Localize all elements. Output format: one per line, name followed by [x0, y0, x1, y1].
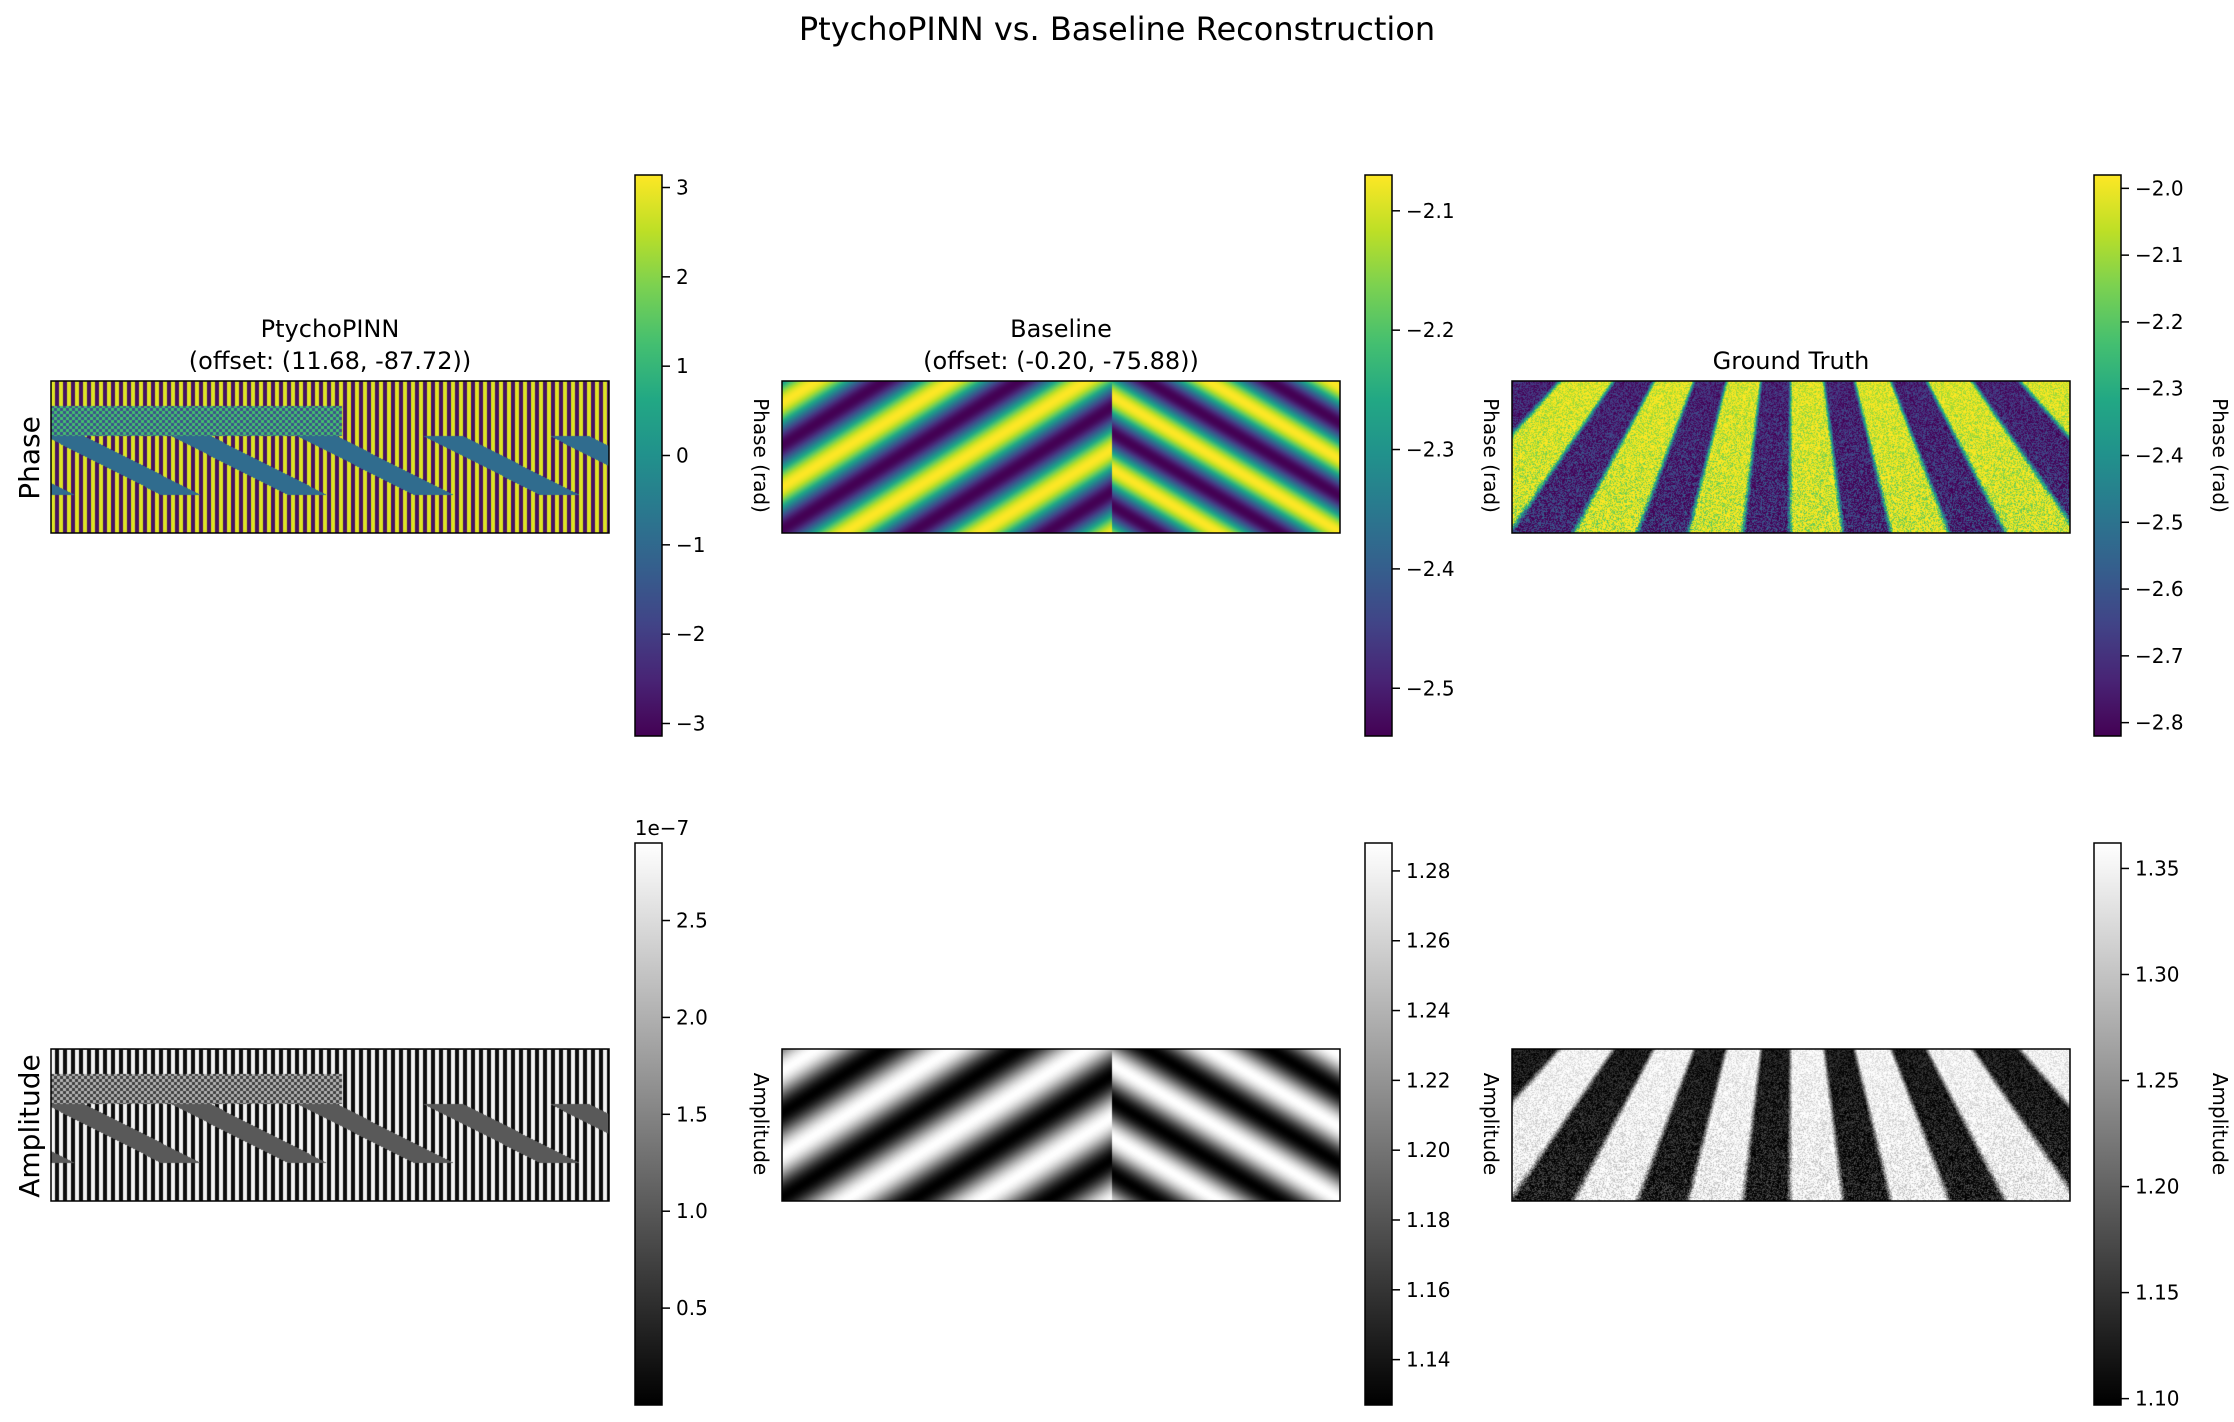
colorbar — [1364, 174, 1393, 737]
colorbar-tick-label: 1 — [676, 354, 689, 378]
colorbar-tick-label: −1 — [676, 533, 705, 557]
panel-title: Baseline — [1010, 315, 1112, 343]
colorbar-tick-label: 1.14 — [1406, 1348, 1451, 1372]
heatmap-image — [51, 381, 609, 533]
colorbar-tick-label: 1.5 — [676, 1102, 708, 1126]
colorbar-tick-label: −3 — [676, 711, 705, 735]
colorbar-tick-label: 1.10 — [2135, 1387, 2180, 1411]
colorbar-tick-label: 0.5 — [676, 1296, 708, 1320]
heatmap-image — [1512, 1049, 2070, 1201]
colorbar-tick-label: 1.22 — [1406, 1068, 1451, 1092]
heatmap-frame — [1511, 1048, 2071, 1202]
colorbar-tick-label: 3 — [676, 176, 689, 200]
heatmap-frame — [50, 380, 610, 534]
colorbar-tick-label: −2.5 — [1406, 676, 1455, 700]
colorbar-tick-label: −2.0 — [2135, 176, 2184, 200]
colorbar-tick-label: 1.18 — [1406, 1208, 1451, 1232]
panel-subtitle: (offset: (-0.20, -75.88)) — [923, 347, 1199, 375]
colorbar-tick-label: 1.25 — [2135, 1069, 2180, 1093]
colorbar-tick-label: −2.4 — [2135, 444, 2184, 468]
panel-title: PtychoPINN — [261, 315, 400, 343]
panel-subtitle: (offset: (11.68, -87.72)) — [189, 347, 471, 375]
colorbar — [1364, 842, 1393, 1406]
colorbar-label: Phase (rad) — [749, 398, 773, 513]
colorbar-tick-label: 1.0 — [676, 1199, 708, 1223]
colorbar — [634, 842, 663, 1406]
colorbar-label: Amplitude — [749, 1073, 773, 1176]
colorbar-tick-label: −2.4 — [1406, 557, 1455, 581]
colorbar-tick-label: 1.16 — [1406, 1278, 1451, 1302]
colorbar-tick-label: 1.15 — [2135, 1281, 2180, 1305]
heatmap-image — [782, 381, 1340, 533]
colorbar-tick-label: 2.0 — [676, 1005, 708, 1029]
colorbar-offset-label: 1e−7 — [635, 816, 690, 840]
colorbar-tick-label: 1.20 — [2135, 1175, 2180, 1199]
heatmap-frame — [781, 380, 1341, 534]
colorbar-tick-label: −2.5 — [2135, 510, 2184, 534]
colorbar-label: Phase (rad) — [2208, 398, 2232, 513]
colorbar — [2093, 842, 2122, 1406]
colorbar-tick-label: −2 — [676, 622, 705, 646]
panel-phase-baseline: Baseline (offset: (-0.20, -75.88)) −2.5 −2.… — [781, 174, 1503, 737]
colorbar-tick-label: 0 — [676, 444, 689, 468]
colorbar-tick-label: −2.2 — [2135, 310, 2184, 334]
colorbar-tick-label: −2.6 — [2135, 577, 2184, 601]
colorbar-tick-label: −2.3 — [2135, 377, 2184, 401]
row-label-phase: Phase — [13, 416, 46, 500]
colorbar-tick-label: 1.30 — [2135, 962, 2180, 986]
heatmap-frame — [1511, 380, 2071, 534]
colorbar-tick-label: −2.7 — [2135, 644, 2184, 668]
colorbar-tick-label: 1.28 — [1406, 859, 1451, 883]
panel-amplitude-ptychopinn: 0.5 1.0 1.5 2.0 2.5 1e−7 Amplitude — [50, 816, 773, 1406]
colorbar-label: Amplitude — [2208, 1073, 2232, 1176]
heatmap-frame — [781, 1048, 1341, 1202]
row-label-amplitude: Amplitude — [13, 1054, 46, 1198]
colorbar-tick-label: 1.20 — [1406, 1138, 1451, 1162]
heatmap-image — [782, 1049, 1340, 1201]
colorbar-tick-label: 1.35 — [2135, 856, 2180, 880]
colorbar-tick-label: −2.1 — [1406, 199, 1455, 223]
colorbar-tick-label: −2.3 — [1406, 438, 1455, 462]
colorbar-tick-label: −2.1 — [2135, 243, 2184, 267]
panel-title: Ground Truth — [1713, 347, 1870, 375]
heatmap-image — [51, 1049, 609, 1201]
colorbar — [2093, 174, 2122, 737]
panel-amplitude-baseline: 1.14 1.16 1.18 1.20 1.22 1.24 1.26 1.28 Amplitud… — [781, 842, 1503, 1406]
panel-amplitude-ground-truth: 1.10 1.15 1.20 1.25 1.30 1.35 Amplitude — [1511, 842, 2232, 1411]
colorbar-label: Amplitude — [1479, 1073, 1503, 1176]
heatmap-image — [1512, 381, 2070, 533]
panel-phase-ptychopinn: PtychoPINN (offset: (11.68, -87.72)) −3 −2 −… — [50, 174, 773, 737]
colorbar-tick-label: −2.8 — [2135, 711, 2184, 735]
colorbar-tick-label: 2.5 — [676, 909, 708, 933]
figure-title: PtychoPINN vs. Baseline Reconstruction — [799, 10, 1435, 48]
colorbar-tick-label: 1.26 — [1406, 929, 1451, 953]
colorbar-tick-label: 1.24 — [1406, 999, 1451, 1023]
colorbar-label: Phase (rad) — [1479, 398, 1503, 513]
heatmap-frame — [50, 1048, 610, 1202]
panel-phase-ground-truth: Ground Truth −2.8 −2.7 −2.6 −2.5 −2.4 −2.3 −2.2… — [1511, 174, 2232, 737]
colorbar — [634, 174, 663, 737]
colorbar-tick-label: −2.2 — [1406, 318, 1455, 342]
colorbar-tick-label: 2 — [676, 265, 689, 289]
